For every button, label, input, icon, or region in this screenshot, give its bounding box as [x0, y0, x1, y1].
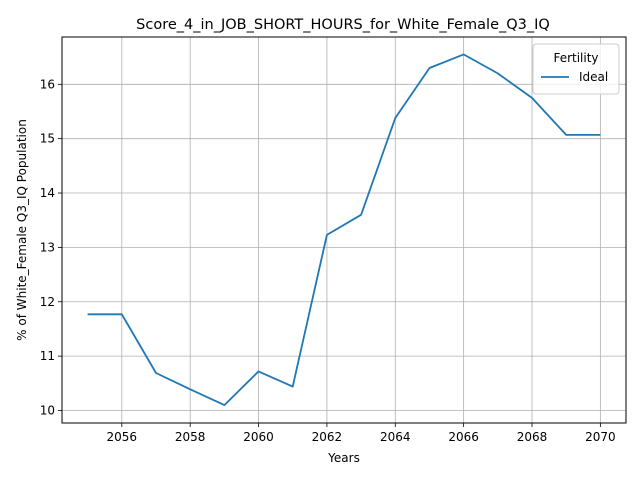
x-tick-label: 2066 — [448, 430, 479, 444]
legend: Fertility Ideal — [532, 43, 620, 95]
x-axis-label: Years — [327, 451, 360, 465]
y-tick-label: 12 — [40, 295, 55, 309]
x-tick-label: 2058 — [175, 430, 206, 444]
y-axis-label: % of White_Female Q3_IQ Population — [15, 119, 29, 341]
y-tick-label: 16 — [40, 77, 55, 91]
grid-lines — [62, 37, 626, 423]
x-tick-label: 2060 — [243, 430, 274, 444]
legend-box — [532, 43, 620, 95]
series-lines — [87, 53, 601, 407]
y-axis-ticks: 10 11 12 13 14 15 16 — [40, 77, 62, 417]
series-line-ideal — [87, 53, 601, 407]
plot-area-frame — [61, 36, 627, 424]
legend-label-ideal: Ideal — [579, 70, 608, 84]
x-tick-label: 2070 — [585, 430, 616, 444]
x-tick-label: 2068 — [517, 430, 548, 444]
legend-title: Fertility — [553, 51, 598, 65]
y-tick-label: 10 — [40, 403, 55, 417]
x-axis-ticks: 2056 2058 2060 2062 2064 2066 2068 2070 — [107, 423, 616, 444]
x-tick-label: 2056 — [107, 430, 138, 444]
y-tick-label: 15 — [40, 132, 55, 146]
chart-title: Score_4_in_JOB_SHORT_HOURS_for_White_Fem… — [136, 17, 550, 33]
x-tick-label: 2062 — [312, 430, 343, 444]
y-tick-label: 14 — [40, 186, 55, 200]
y-tick-label: 13 — [40, 240, 55, 254]
y-tick-label: 11 — [40, 349, 55, 363]
x-tick-label: 2064 — [380, 430, 411, 444]
